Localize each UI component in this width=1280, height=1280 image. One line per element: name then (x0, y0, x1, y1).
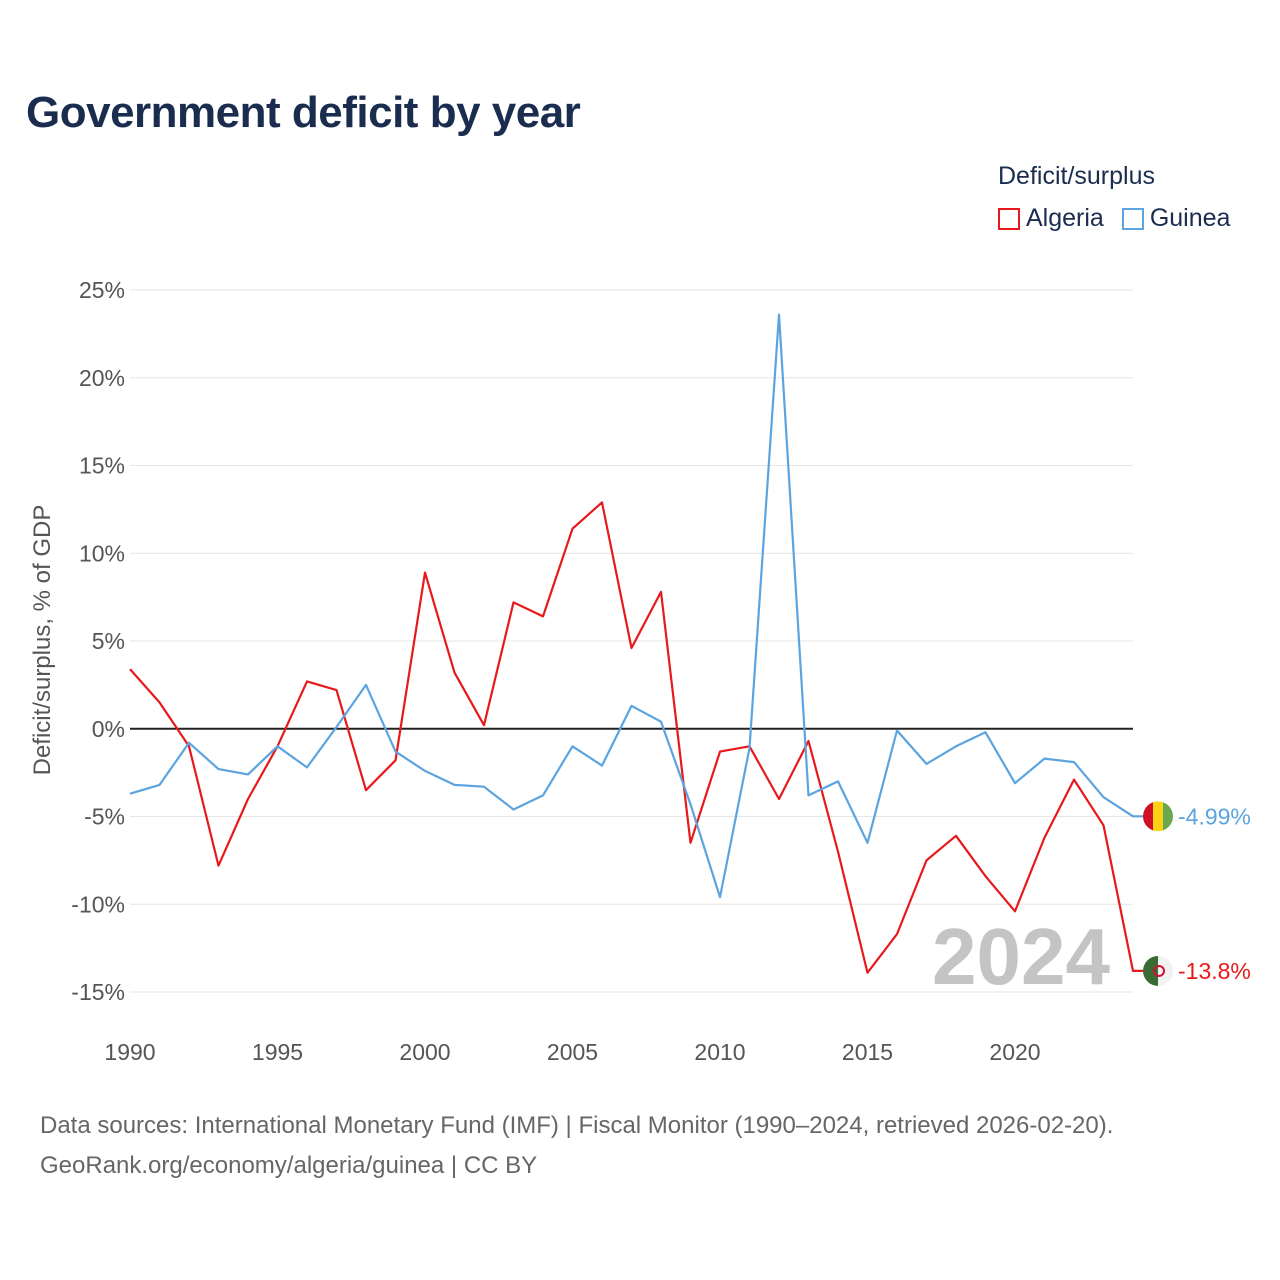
x-tick-label: 2020 (989, 1039, 1040, 1065)
data-sources-text: Data sources: International Monetary Fun… (40, 1112, 1114, 1139)
source-url-text[interactable]: GeoRank.org/economy/algeria/guinea | CC … (40, 1152, 538, 1179)
legend-title: Deficit/surplus (998, 162, 1155, 190)
end-label-algeria: -13.8% (1178, 958, 1251, 984)
x-axis-ticks: 1990 1995 2000 2005 2010 2015 2020 (104, 1039, 1040, 1065)
legend-swatch-algeria (998, 207, 1020, 230)
end-label-guinea: -4.99% (1178, 803, 1251, 829)
x-tick-label: 1990 (104, 1039, 155, 1065)
y-axis-label: Deficit/surplus, % of GDP (29, 505, 56, 776)
y-axis-ticks: 25% 20% 15% 10% 5% 0% -5% -10% -15% (71, 277, 125, 1005)
y-tick-label: 5% (92, 628, 125, 654)
y-tick-label: -5% (84, 804, 125, 830)
y-tick-label: 0% (92, 716, 125, 742)
legend-label-algeria: Algeria (1026, 204, 1104, 232)
year-label: 2024 (932, 912, 1110, 1001)
line-chart: 25% 20% 15% 10% 5% 0% -5% -10% -15% 1990 1995 2000… (29, 277, 1251, 1065)
legend: Algeria Guinea (998, 204, 1230, 233)
footer: Data sources: International Monetary Fun… (40, 1106, 1113, 1186)
series-lines (129, 313, 1158, 974)
y-tick-label: -15% (71, 979, 125, 1005)
guinea-flag-icon (1143, 801, 1173, 832)
y-tick-label: 10% (79, 540, 125, 566)
end-markers: -13.8% -4.99% (1143, 801, 1251, 986)
algeria-flag-icon (1143, 955, 1173, 986)
y-tick-label: 25% (79, 277, 125, 303)
legend-label-guinea: Guinea (1149, 204, 1231, 232)
x-tick-label: 2005 (547, 1039, 598, 1065)
legend-item-guinea[interactable]: Guinea (1121, 204, 1231, 233)
y-tick-label: 20% (79, 365, 125, 391)
legend-swatch-guinea (1121, 207, 1144, 230)
page-title: Government deficit by year (26, 88, 581, 137)
y-tick-label: 15% (79, 453, 125, 479)
grid-lines (130, 289, 1133, 993)
x-tick-label: 2000 (399, 1039, 450, 1065)
series-line-guinea[interactable] (129, 313, 1158, 899)
x-tick-label: 2015 (842, 1039, 893, 1065)
legend-item-algeria[interactable]: Algeria (998, 204, 1104, 233)
series-line-algeria[interactable] (129, 501, 1158, 974)
y-tick-label: -10% (71, 891, 125, 917)
x-tick-label: 1995 (252, 1039, 303, 1065)
x-tick-label: 2010 (694, 1039, 745, 1065)
